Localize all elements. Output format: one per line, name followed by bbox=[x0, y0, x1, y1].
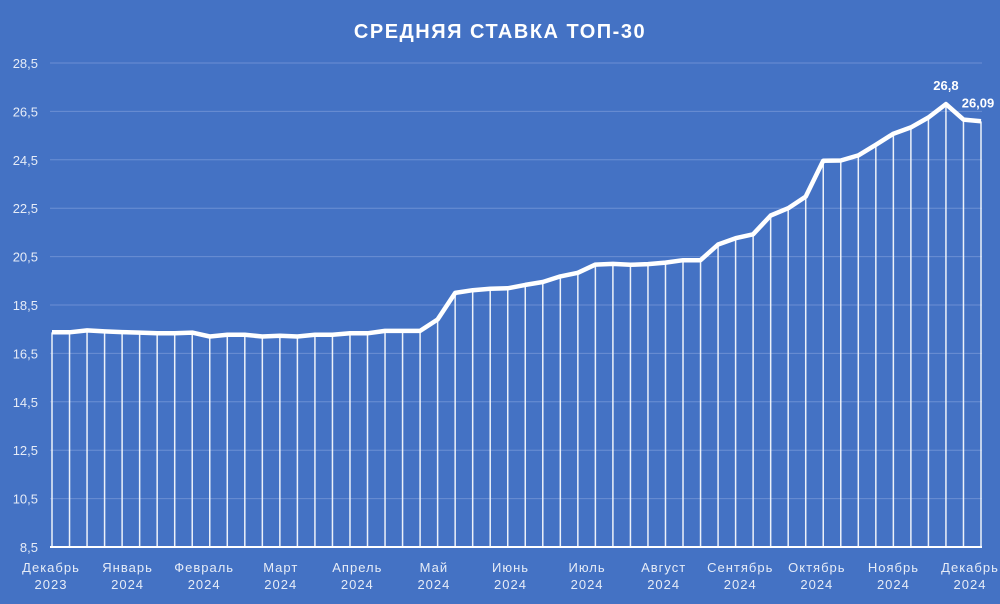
chart-title: СРЕДНЯЯ СТАВКА ТОП-30 bbox=[354, 21, 646, 43]
x-tick-label-month: Январь bbox=[102, 560, 153, 575]
x-tick-label-year: 2023 bbox=[35, 577, 68, 592]
y-tick-label: 8,5 bbox=[20, 540, 38, 555]
gridlines bbox=[50, 62, 982, 500]
x-tick-label-month: Сентябрь bbox=[707, 560, 773, 575]
x-tick-label-month: Декабрь bbox=[941, 560, 999, 575]
x-tick-label-month: Декабрь bbox=[22, 560, 80, 575]
x-tick-label-year: 2024 bbox=[954, 577, 987, 592]
x-tick-label-month: Июнь bbox=[492, 560, 529, 575]
y-tick-label: 22,5 bbox=[13, 201, 38, 216]
x-tick-label-month: Ноябрь bbox=[868, 560, 919, 575]
x-axis-ticks: Декабрь 2023 Январь 2024 Февраль 2024 Март 2024… bbox=[22, 560, 999, 592]
series-line bbox=[52, 101, 982, 339]
x-tick-label-year: 2024 bbox=[111, 577, 144, 592]
y-tick-label: 28,5 bbox=[13, 56, 38, 71]
x-tick-label-year: 2024 bbox=[724, 577, 757, 592]
y-tick-label: 26,5 bbox=[13, 104, 38, 119]
x-tick-label-year: 2024 bbox=[494, 577, 527, 592]
x-tick-label-month: Май bbox=[420, 560, 448, 575]
y-tick-label: 20,5 bbox=[13, 250, 38, 265]
x-tick-label-month: Март bbox=[263, 560, 298, 575]
y-tick-label: 24,5 bbox=[13, 153, 38, 168]
y-axis-ticks: 8,5 10,5 12,5 14,5 16,5 18,5 20,5 22,5 24,5 26,5 2… bbox=[13, 56, 38, 555]
x-tick-label-year: 2024 bbox=[188, 577, 221, 592]
data-label: 26,09 bbox=[962, 95, 995, 110]
x-tick-label-year: 2024 bbox=[417, 577, 450, 592]
y-tick-label: 14,5 bbox=[13, 395, 38, 410]
x-tick-label-month: Август bbox=[641, 560, 686, 575]
drop-lines bbox=[51, 104, 982, 547]
y-tick-label: 16,5 bbox=[13, 346, 38, 361]
x-tick-label-year: 2024 bbox=[341, 577, 374, 592]
x-tick-label-year: 2024 bbox=[800, 577, 833, 592]
x-tick-label-month: Апрель bbox=[332, 560, 382, 575]
x-tick-label-month: Июль bbox=[568, 560, 605, 575]
x-tick-label-month: Октябрь bbox=[788, 560, 845, 575]
x-tick-label-year: 2024 bbox=[571, 577, 604, 592]
x-tick-label-year: 2024 bbox=[647, 577, 680, 592]
y-tick-label: 12,5 bbox=[13, 443, 38, 458]
x-tick-label-year: 2024 bbox=[264, 577, 297, 592]
y-tick-label: 10,5 bbox=[13, 492, 38, 507]
data-label: 26,8 bbox=[933, 78, 958, 93]
x-tick-label-month: Февраль bbox=[174, 560, 234, 575]
data-labels: 26,8 26,09 bbox=[933, 78, 994, 110]
y-tick-label: 18,5 bbox=[13, 298, 38, 313]
x-tick-label-year: 2024 bbox=[877, 577, 910, 592]
